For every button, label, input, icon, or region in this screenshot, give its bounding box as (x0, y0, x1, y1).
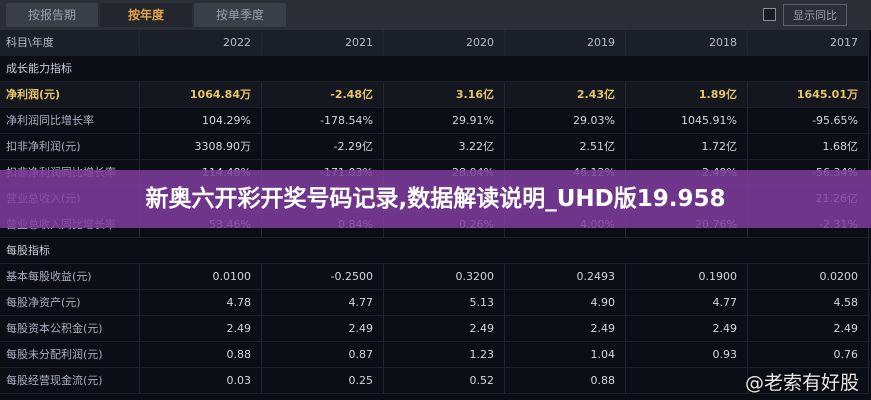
value-cell: 0.0100 (140, 264, 262, 290)
value-cell: 1645.01万 (748, 82, 869, 108)
row-label: 净利润同比增长率 (0, 108, 140, 134)
value-cell: 0.88 (505, 368, 626, 394)
value-cell: 2.43亿 (505, 82, 626, 108)
row-label: 基本每股收益(元) (0, 264, 140, 290)
value-cell: -2.29亿 (262, 134, 384, 160)
value-cell: 29.91% (384, 108, 505, 134)
value-cell: 2.49 (384, 316, 505, 342)
value-cell: 0.25 (262, 368, 384, 394)
value-cell: 1.04 (505, 342, 626, 368)
value-cell: 0.87 (262, 342, 384, 368)
value-cell: 3.22亿 (384, 134, 505, 160)
value-cell: 104.29% (140, 108, 262, 134)
value-cell: 0.88 (140, 342, 262, 368)
value-cell (748, 368, 869, 394)
value-cell: -95.65% (748, 108, 869, 134)
toggle-label[interactable]: 显示同比 (783, 4, 847, 26)
value-cell: 1064.84万 (140, 82, 262, 108)
value-cell: 1.72亿 (626, 134, 748, 160)
value-cell: 5.13 (384, 290, 505, 316)
value-cell: 4.90 (505, 290, 626, 316)
section-row: 成长能力指标 (0, 56, 869, 82)
row-label: 每股资本公积金(元) (0, 316, 140, 342)
value-cell: 2.49 (505, 316, 626, 342)
header-cell: 2020 (384, 30, 505, 56)
value-cell: 3.16亿 (384, 82, 505, 108)
value-cell: -178.54% (262, 108, 384, 134)
value-cell: 4.77 (262, 290, 384, 316)
header-cell: 科目\年度 (0, 30, 140, 56)
row-label: 每股未分配利润(元) (0, 342, 140, 368)
value-cell: 4.77 (626, 290, 748, 316)
row-label: 每股经营现金流(元) (0, 368, 140, 394)
row-label: 每股净资产(元) (0, 290, 140, 316)
header-cell: 2017 (748, 30, 869, 56)
value-cell: 2.49 (626, 316, 748, 342)
value-cell: 2.49 (748, 316, 869, 342)
value-cell: 1.23 (384, 342, 505, 368)
header-cell: 2019 (505, 30, 626, 56)
value-cell: 0.2493 (505, 264, 626, 290)
section-row: 每股指标 (0, 238, 869, 264)
value-cell: 2.49 (140, 316, 262, 342)
banner: 新奥六开彩开奖号码记录,数据解读说明_UHD版19.958 (0, 170, 871, 228)
value-cell: 29.03% (505, 108, 626, 134)
value-cell: 0.52 (384, 368, 505, 394)
value-cell: 4.78 (140, 290, 262, 316)
value-cell: 1045.91% (626, 108, 748, 134)
tab[interactable]: 按单季度 (194, 3, 286, 27)
value-cell: 0.76 (748, 342, 869, 368)
value-cell: 0.1900 (626, 264, 748, 290)
value-cell: -2.48亿 (262, 82, 384, 108)
value-cell: -0.2500 (262, 264, 384, 290)
checkbox[interactable] (763, 8, 776, 21)
header-cell: 2021 (262, 30, 384, 56)
tab[interactable]: 按年度 (100, 3, 192, 27)
row-label: 净利润(元) (0, 82, 140, 108)
value-cell (626, 368, 748, 394)
value-cell: 2.49 (262, 316, 384, 342)
value-cell: 2.51亿 (505, 134, 626, 160)
value-cell: 1.68亿 (748, 134, 869, 160)
value-cell: 0.03 (140, 368, 262, 394)
watermark: @老索有好股 (744, 372, 859, 394)
header-cell: 2018 (626, 30, 748, 56)
header-cell: 2022 (140, 30, 262, 56)
tab[interactable]: 按报告期 (6, 3, 98, 27)
value-cell: 0.0200 (748, 264, 869, 290)
value-cell: 4.58 (748, 290, 869, 316)
row-label: 扣非净利润(元) (0, 134, 140, 160)
value-cell: 3308.90万 (140, 134, 262, 160)
value-cell: 0.93 (626, 342, 748, 368)
value-cell: 0.3200 (384, 264, 505, 290)
value-cell: 1.89亿 (626, 82, 748, 108)
